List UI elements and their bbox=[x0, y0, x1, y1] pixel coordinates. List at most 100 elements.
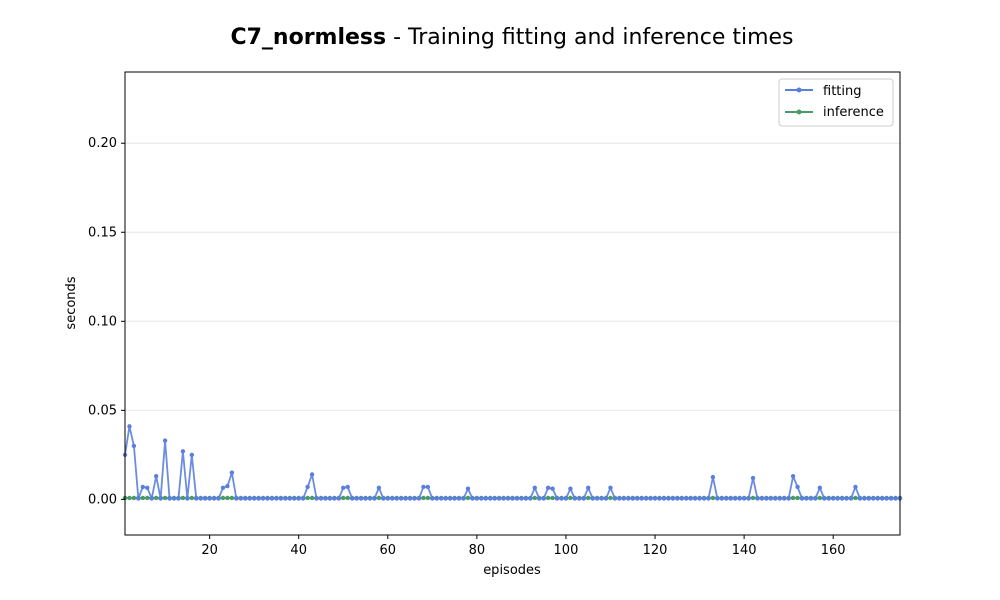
x-tick-label: 100 bbox=[554, 543, 579, 558]
data-point-fitting bbox=[425, 484, 431, 490]
data-point-fitting bbox=[692, 496, 698, 501]
data-point-inference bbox=[425, 495, 431, 501]
data-point-fitting bbox=[577, 496, 582, 501]
data-point-fitting bbox=[879, 496, 885, 501]
data-point-fitting bbox=[452, 496, 457, 501]
chart-title-bold: C7_normless bbox=[230, 25, 386, 50]
data-point-fitting bbox=[314, 496, 319, 501]
data-point-fitting bbox=[635, 496, 640, 501]
data-point-fitting bbox=[514, 496, 520, 501]
data-point-fitting bbox=[216, 496, 221, 501]
series-layer bbox=[122, 424, 903, 501]
y-tick-label: 0.15 bbox=[88, 225, 117, 240]
data-point-fitting bbox=[162, 438, 168, 443]
legend-label-fitting: fitting bbox=[823, 84, 862, 99]
data-point-fitting bbox=[608, 485, 613, 491]
data-point-fitting bbox=[496, 496, 502, 501]
data-point-fitting bbox=[202, 496, 208, 501]
data-point-fitting bbox=[189, 452, 195, 458]
data-point-fitting bbox=[292, 496, 297, 501]
data-point-inference bbox=[532, 495, 537, 501]
data-point-fitting bbox=[724, 496, 729, 501]
data-point-fitting bbox=[853, 484, 858, 490]
data-point-fitting bbox=[768, 496, 774, 501]
data-point-fitting bbox=[848, 496, 854, 501]
data-point-fitting bbox=[127, 424, 132, 429]
data-point-fitting bbox=[866, 496, 872, 501]
y-axis-label: seconds bbox=[64, 276, 79, 329]
x-tick-label: 60 bbox=[380, 543, 397, 558]
chart-title-rest: - Training fitting and inference times bbox=[386, 25, 793, 50]
data-point-fitting bbox=[519, 496, 524, 501]
data-point-fitting bbox=[728, 496, 733, 501]
data-point-inference bbox=[545, 495, 551, 501]
data-point-fitting bbox=[345, 484, 350, 490]
data-point-fitting bbox=[741, 496, 747, 501]
x-tick-label: 40 bbox=[290, 543, 307, 558]
data-point-fitting bbox=[586, 485, 591, 491]
data-point-fitting bbox=[140, 484, 146, 490]
data-point-inference bbox=[568, 495, 573, 501]
data-point-fitting bbox=[358, 496, 364, 501]
data-point-fitting bbox=[804, 496, 809, 501]
data-point-fitting bbox=[719, 496, 725, 501]
data-point-fitting bbox=[688, 496, 693, 501]
data-point-fitting bbox=[412, 496, 417, 501]
data-point-fitting bbox=[434, 496, 439, 501]
data-point-fitting bbox=[385, 496, 390, 501]
data-point-fitting bbox=[305, 484, 310, 490]
data-point-fitting bbox=[416, 496, 422, 501]
data-point-fitting bbox=[750, 475, 756, 481]
data-point-fitting bbox=[283, 496, 288, 501]
data-point-inference bbox=[586, 495, 591, 501]
data-point-fitting bbox=[755, 496, 760, 501]
data-point-inference bbox=[817, 495, 823, 501]
legend: fitting inference bbox=[778, 78, 894, 127]
data-point-fitting bbox=[617, 496, 622, 501]
data-point-fitting bbox=[648, 496, 653, 501]
data-point-fitting bbox=[341, 485, 346, 491]
data-point-fitting bbox=[661, 496, 667, 501]
data-point-fitting bbox=[492, 496, 497, 501]
data-point-fitting bbox=[501, 496, 506, 501]
data-point-fitting bbox=[839, 496, 845, 501]
data-point-fitting bbox=[790, 474, 796, 479]
data-point-fitting bbox=[158, 496, 163, 501]
x-tick-label: 160 bbox=[821, 543, 846, 558]
data-point-fitting bbox=[394, 496, 399, 501]
data-point-inference bbox=[345, 495, 350, 501]
plot-frame bbox=[124, 71, 901, 536]
data-point-fitting bbox=[568, 486, 573, 491]
data-point-fitting bbox=[243, 496, 248, 501]
data-point-fitting bbox=[710, 474, 716, 480]
data-point-inference bbox=[225, 495, 230, 501]
data-point-fitting bbox=[559, 496, 564, 501]
data-point-fitting bbox=[599, 496, 604, 501]
data-point-fitting bbox=[474, 496, 480, 501]
data-point-fitting bbox=[537, 496, 542, 501]
data-point-fitting bbox=[643, 496, 649, 501]
data-point-fitting bbox=[639, 496, 644, 501]
x-tick-label: 120 bbox=[643, 543, 668, 558]
data-point-fitting bbox=[782, 496, 787, 501]
data-point-fitting bbox=[893, 496, 898, 501]
x-tick-label: 80 bbox=[469, 543, 486, 558]
data-point-fitting bbox=[822, 496, 827, 501]
data-point-fitting bbox=[733, 496, 738, 501]
data-point-fitting bbox=[207, 496, 212, 501]
data-point-fitting bbox=[590, 496, 595, 501]
data-point-fitting bbox=[300, 496, 306, 501]
data-point-fitting bbox=[430, 496, 435, 501]
data-point-fitting bbox=[652, 496, 658, 501]
data-point-fitting bbox=[675, 496, 680, 501]
data-point-fitting bbox=[225, 483, 230, 489]
data-point-fitting bbox=[541, 496, 546, 501]
data-point-fitting bbox=[390, 496, 395, 501]
data-point-fitting bbox=[857, 496, 863, 501]
x-axis-label: episodes bbox=[483, 563, 541, 578]
data-point-fitting bbox=[550, 486, 555, 491]
data-point-fitting bbox=[287, 496, 292, 501]
data-point-fitting bbox=[153, 474, 159, 479]
data-point-fitting bbox=[488, 496, 493, 501]
data-point-fitting bbox=[238, 496, 243, 501]
